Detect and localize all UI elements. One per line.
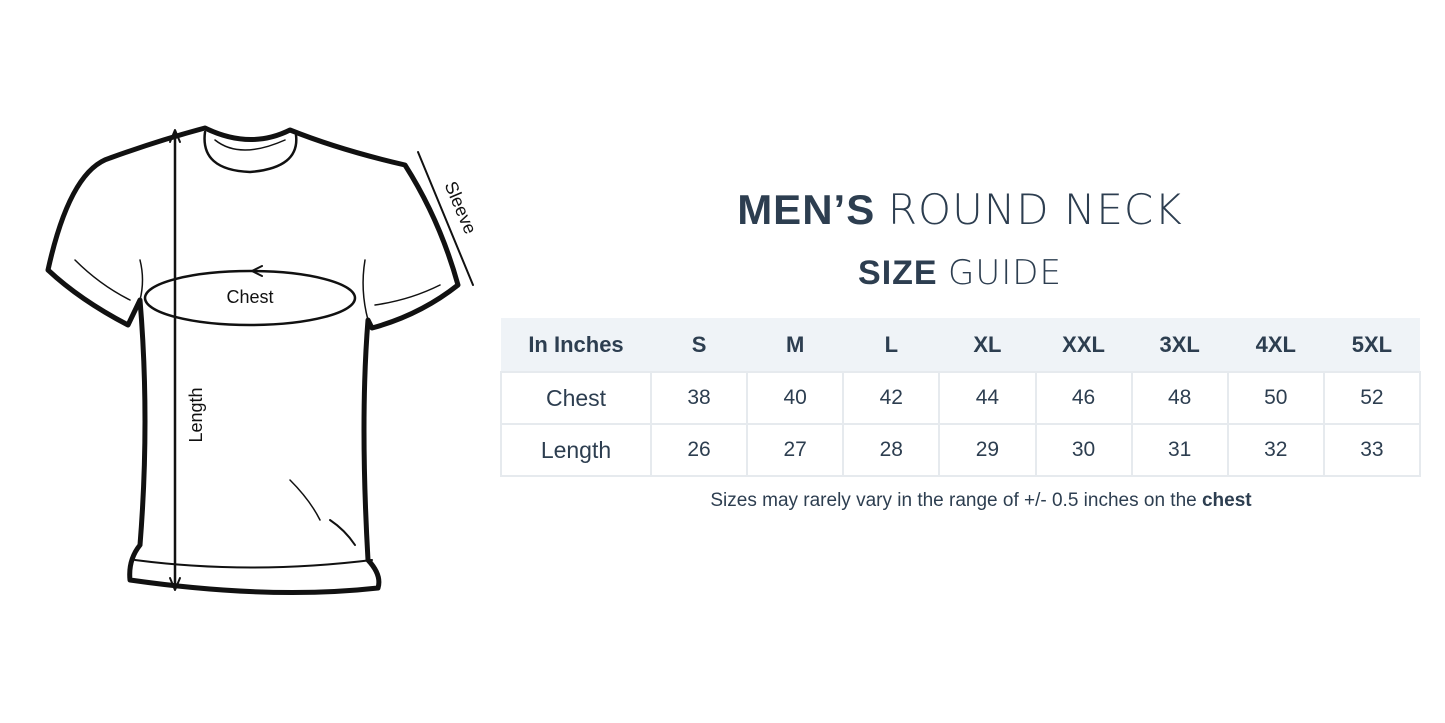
header-cell: 5XL bbox=[1323, 318, 1420, 372]
size-table: In Inches S M L XL XXL 3XL 4XL 5XL Chest… bbox=[500, 318, 1422, 477]
table-cell: 28 bbox=[842, 423, 941, 477]
table-row: Length 26 27 28 29 30 31 32 33 bbox=[500, 423, 1422, 477]
note-text: Sizes may rarely vary in the range of +/… bbox=[710, 490, 1202, 511]
table-cell: 44 bbox=[938, 371, 1037, 425]
header-cell: 4XL bbox=[1227, 318, 1324, 372]
header-cell: XXL bbox=[1035, 318, 1132, 372]
title-bold: MEN’S bbox=[737, 186, 876, 233]
header-cell: S bbox=[651, 318, 748, 372]
table-cell: 29 bbox=[938, 423, 1037, 477]
table-cell: 27 bbox=[746, 423, 845, 477]
table-row: Chest 38 40 42 44 46 48 50 52 bbox=[500, 371, 1422, 425]
sleeve-arrow bbox=[417, 151, 474, 286]
page-subtitle: SIZE GUIDE bbox=[500, 253, 1420, 293]
size-note: Sizes may rarely vary in the range of +/… bbox=[500, 490, 1445, 512]
header-cell: M bbox=[747, 318, 844, 372]
table-cell: 33 bbox=[1322, 423, 1422, 477]
chest-label: Chest bbox=[226, 287, 273, 307]
header-cell: 3XL bbox=[1131, 318, 1228, 372]
header-cell: In Inches bbox=[501, 318, 651, 372]
table-cell: 40 bbox=[746, 371, 845, 425]
header-cell: L bbox=[843, 318, 940, 372]
table-cell: 26 bbox=[649, 423, 749, 477]
row-label: Chest bbox=[500, 371, 652, 425]
header-cell: XL bbox=[939, 318, 1036, 372]
length-label: Length bbox=[186, 387, 206, 442]
table-cell: 46 bbox=[1034, 371, 1133, 425]
table-cell: 42 bbox=[842, 371, 941, 425]
chest-ellipse bbox=[143, 269, 357, 327]
sleeve-label: Sleeve bbox=[441, 178, 481, 236]
tshirt-outline bbox=[45, 125, 461, 595]
table-cell: 31 bbox=[1130, 423, 1229, 477]
table-cell: 48 bbox=[1130, 371, 1229, 425]
tshirt-diagram: Chest Length Sleeve bbox=[45, 125, 481, 595]
table-cell: 50 bbox=[1226, 371, 1325, 425]
table-cell: 32 bbox=[1226, 423, 1325, 477]
table-cell: 30 bbox=[1034, 423, 1133, 477]
note-bold: chest bbox=[1201, 490, 1252, 511]
subtitle-bold: SIZE bbox=[858, 254, 938, 292]
row-label: Length bbox=[500, 423, 652, 477]
subtitle-light: GUIDE bbox=[948, 253, 1062, 293]
title-light: ROUND NECK bbox=[887, 185, 1183, 234]
table-header-row: In Inches S M L XL XXL 3XL 4XL 5XL bbox=[501, 318, 1420, 372]
table-cell: 52 bbox=[1322, 371, 1422, 425]
table-cell: 38 bbox=[649, 371, 749, 425]
page-title: MEN’S ROUND NECK bbox=[500, 185, 1420, 234]
